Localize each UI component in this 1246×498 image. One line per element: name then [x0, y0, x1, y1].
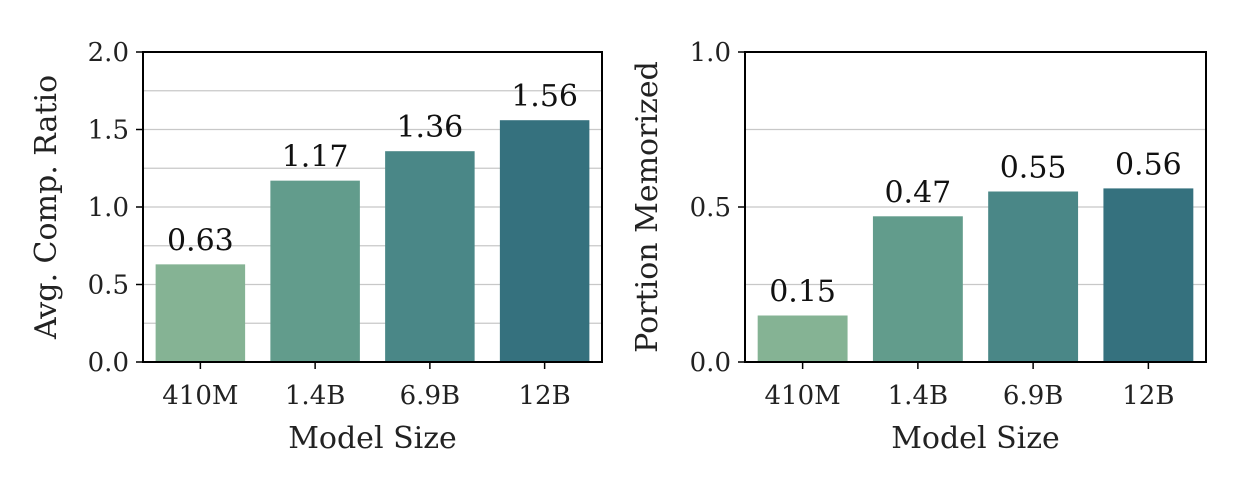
plot-frame: [142, 51, 603, 363]
compression-ratio-chart: 0.63 410M 1.17 1.4B 1.36 6.9B 1.56 12B 0.0 0.5 1.0…: [29, 38, 603, 456]
x-tick-label: 410M: [162, 381, 238, 411]
bar-1.4b: [872, 216, 963, 362]
y-axis-title: Avg. Comp. Ratio: [29, 75, 64, 340]
x-tick-label: 12B: [1122, 381, 1174, 411]
bar-value-label: 0.55: [1000, 151, 1067, 186]
y-tick-label: 1.0: [88, 193, 129, 223]
bar-6.9b: [988, 191, 1079, 362]
bar-value-label: 0.47: [884, 175, 951, 210]
bar-value-label: 1.17: [282, 140, 349, 175]
portion-memorized-chart: 0.15 410M 0.47 1.4B 0.55 6.9B 0.56 12B 0.0 0.5 1.0…: [630, 38, 1207, 456]
y-tick-label: 0.5: [690, 193, 731, 223]
y-tick-label: 1.0: [690, 38, 731, 68]
x-tick-label: 410M: [765, 381, 841, 411]
bar-410m: [757, 315, 848, 362]
y-tick-label: 2.0: [88, 38, 129, 68]
x-tick-label: 12B: [519, 381, 571, 411]
bar-value-label: 1.36: [396, 110, 463, 145]
bar-value-label: 0.56: [1115, 147, 1182, 182]
y-tick-label: 0.5: [88, 271, 129, 301]
plot-frame: [744, 51, 1207, 363]
bar-value-label: 0.15: [769, 275, 836, 310]
x-axis-title: Model Size: [288, 421, 457, 456]
bar-value-label: 0.63: [167, 223, 234, 258]
y-tick-label: 0.0: [88, 348, 129, 378]
y-tick-label: 1.5: [88, 116, 129, 146]
bar-410m: [155, 264, 246, 362]
y-axis-title: Portion Memorized: [630, 61, 665, 353]
x-tick-label: 1.4B: [285, 381, 345, 411]
bar-value-label: 1.56: [511, 79, 578, 114]
x-axis-title: Model Size: [891, 421, 1060, 456]
bar-12b: [499, 120, 590, 362]
x-tick-label: 6.9B: [1003, 381, 1063, 411]
x-tick-label: 1.4B: [888, 381, 948, 411]
bar-12b: [1103, 188, 1194, 362]
x-tick-label: 6.9B: [400, 381, 460, 411]
y-tick-label: 0.0: [690, 348, 731, 378]
bar-1.4b: [270, 180, 360, 362]
bar-6.9b: [385, 151, 475, 362]
